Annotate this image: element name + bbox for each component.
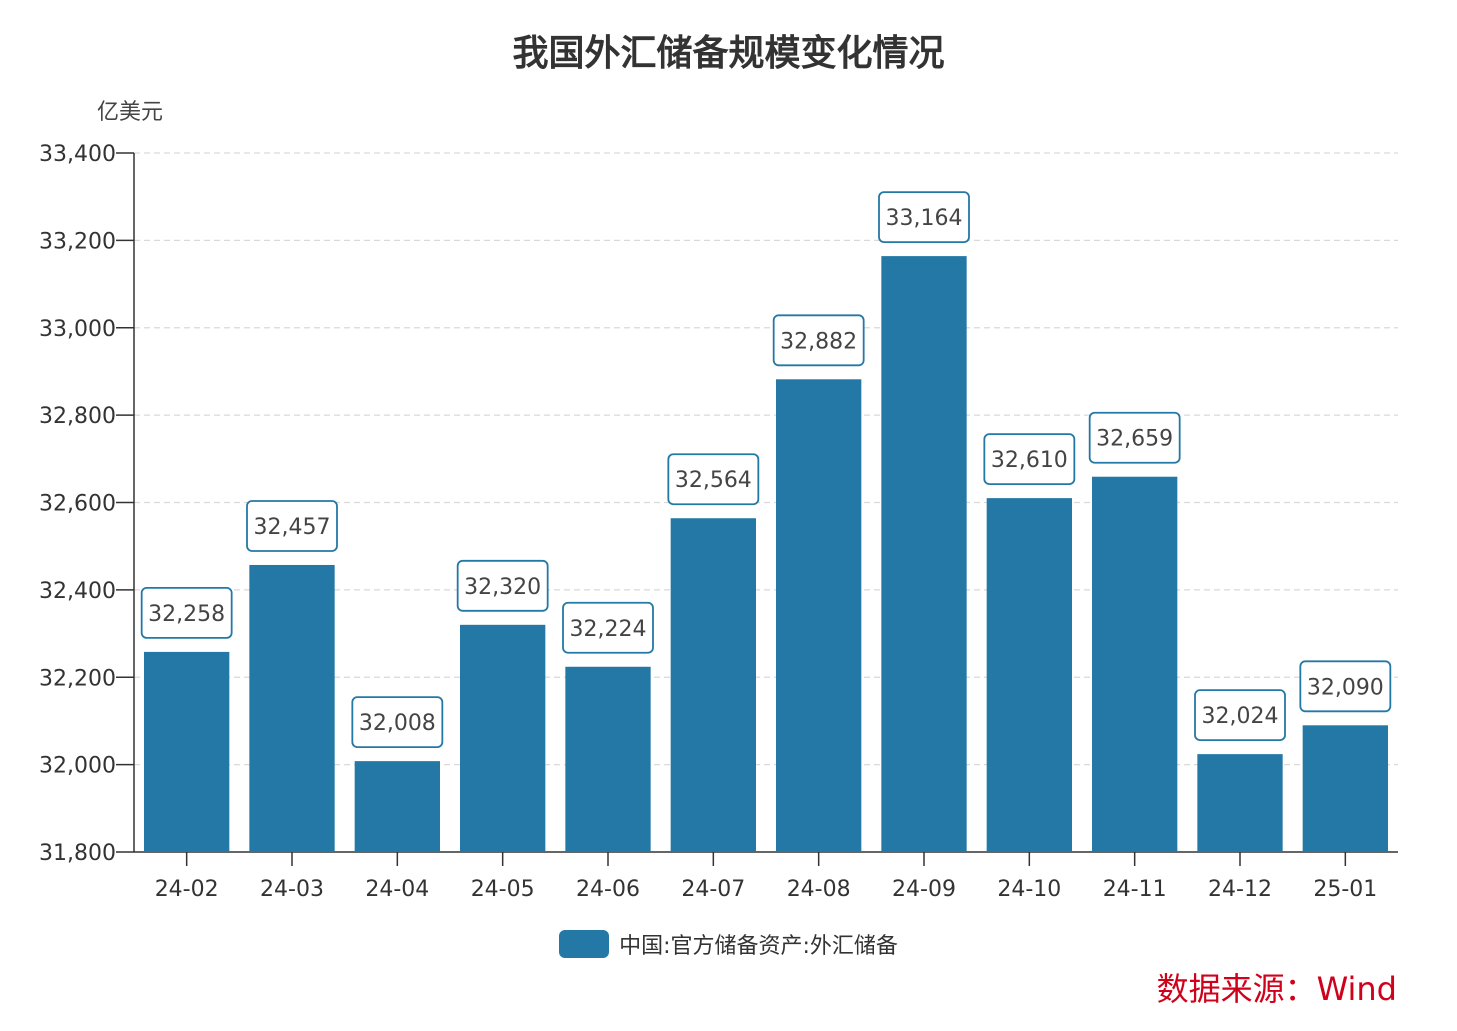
legend-label: 中国:官方储备资产:外汇储备 bbox=[619, 934, 898, 959]
data-label: 32,090 bbox=[1307, 675, 1384, 700]
bar bbox=[986, 498, 1072, 852]
data-label: 32,659 bbox=[1096, 427, 1173, 452]
data-label: 32,320 bbox=[464, 575, 541, 600]
data-label-box bbox=[456, 559, 549, 612]
bar bbox=[670, 518, 756, 852]
y-tick-label: 32,800 bbox=[39, 404, 116, 429]
x-tick-label: 24-10 bbox=[997, 877, 1061, 902]
data-label: 33,164 bbox=[886, 206, 963, 231]
bar bbox=[776, 379, 862, 852]
data-label: 32,008 bbox=[359, 711, 436, 736]
data-label: 32,258 bbox=[148, 602, 225, 627]
data-label: 32,882 bbox=[780, 329, 857, 354]
data-label-box bbox=[140, 587, 233, 639]
data-label: 32,457 bbox=[254, 515, 331, 540]
bar bbox=[460, 624, 546, 852]
x-tick-label: 24-09 bbox=[892, 877, 956, 902]
data-label: 32,224 bbox=[570, 617, 647, 642]
bar bbox=[1092, 476, 1178, 852]
source-note: 数据来源：Wind bbox=[1156, 970, 1397, 1008]
data-label-box bbox=[983, 433, 1076, 486]
data-label: 32,564 bbox=[675, 468, 752, 493]
bar bbox=[1302, 725, 1388, 852]
x-tick-label: 25-01 bbox=[1313, 877, 1377, 902]
y-tick-label: 33,200 bbox=[39, 229, 116, 254]
data-label-box bbox=[667, 453, 760, 506]
y-tick-label: 32,600 bbox=[39, 492, 116, 517]
data-label: 32,610 bbox=[991, 448, 1068, 473]
x-tick-label: 24-12 bbox=[1208, 877, 1272, 902]
data-label-box bbox=[772, 314, 865, 367]
bar bbox=[565, 666, 651, 852]
data-label-box bbox=[878, 191, 970, 244]
x-tick-label: 24-08 bbox=[787, 877, 851, 902]
x-tick-label: 24-02 bbox=[155, 877, 219, 902]
y-axis-unit-label: 亿美元 bbox=[97, 100, 164, 125]
x-tick-label: 24-03 bbox=[260, 877, 324, 902]
data-label-box bbox=[246, 500, 338, 552]
chart-title: 我国外汇储备规模变化情况 bbox=[512, 33, 945, 74]
y-tick-label: 32,000 bbox=[39, 754, 116, 779]
y-tick-label: 33,400 bbox=[39, 142, 116, 167]
y-tick-label: 32,400 bbox=[39, 579, 116, 604]
data-label-box bbox=[1194, 689, 1286, 742]
data-label-box bbox=[562, 601, 654, 654]
legend-swatch bbox=[559, 930, 610, 958]
x-tick-label: 24-04 bbox=[365, 877, 429, 902]
bar bbox=[144, 651, 230, 852]
bar bbox=[354, 761, 440, 852]
y-tick-label: 33,000 bbox=[39, 317, 116, 342]
x-tick-label: 24-06 bbox=[576, 877, 640, 902]
y-tick-label: 32,200 bbox=[39, 666, 116, 691]
legend[interactable]: 中国:官方储备资产:外汇储备 bbox=[0, 928, 1457, 960]
x-tick-label: 24-05 bbox=[471, 877, 535, 902]
data-label-box bbox=[1299, 660, 1392, 713]
x-tick-label: 24-07 bbox=[681, 877, 745, 902]
data-label: 32,024 bbox=[1202, 704, 1279, 729]
data-label-box bbox=[351, 696, 444, 749]
bar bbox=[881, 256, 967, 852]
data-label-box bbox=[1088, 411, 1181, 464]
y-tick-label: 31,800 bbox=[39, 841, 116, 866]
x-tick-label: 24-11 bbox=[1103, 877, 1167, 902]
bar bbox=[1197, 754, 1283, 852]
bar bbox=[249, 564, 335, 852]
